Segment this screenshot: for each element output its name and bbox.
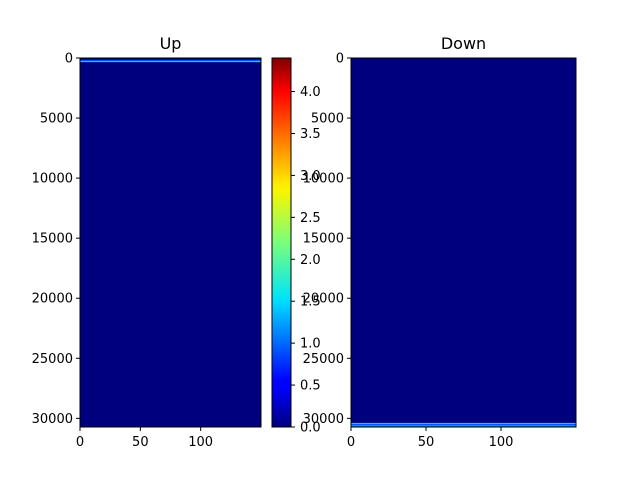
colorbar-tick-label: 0.0 bbox=[300, 421, 321, 436]
y-tick-label: 25000 bbox=[303, 352, 344, 367]
heatmap-row-0 bbox=[351, 422, 576, 424]
heatmap-up-frame bbox=[79, 57, 262, 428]
x-tick-label: 100 bbox=[188, 435, 213, 450]
colorbar-tick-label: 4.0 bbox=[300, 85, 321, 100]
colorbar: 0.0 0.5 1.0 1.5 2.0 2.5 3.0 3.5 4.0 bbox=[271, 57, 321, 436]
colorbar-tick-label: 2.5 bbox=[300, 211, 321, 226]
x-tick-label: 0 bbox=[76, 435, 84, 450]
heatmap-up-panel: Up 0 50 100 0 5000 10000 15000 20000 25000 30000 bbox=[32, 34, 262, 450]
heatmap-row-2 bbox=[351, 425, 576, 427]
colorbar-tick-label: 3.5 bbox=[300, 127, 321, 142]
heatmap-row-1 bbox=[80, 61, 261, 63]
y-tick-label: 10000 bbox=[32, 172, 73, 187]
heatmap-down-area bbox=[351, 58, 576, 427]
heatmap-up-area bbox=[80, 58, 261, 427]
y-tick-label: 5000 bbox=[311, 112, 344, 127]
x-tick-label: 100 bbox=[489, 435, 514, 450]
colorbar-tick-label: 1.5 bbox=[300, 295, 321, 310]
colorbar-tick-label: 2.0 bbox=[300, 253, 321, 268]
heatmap-down-frame bbox=[350, 57, 577, 428]
y-tick-label: 15000 bbox=[32, 232, 73, 247]
y-tick-label: 0 bbox=[65, 52, 73, 67]
x-tick-label: 50 bbox=[418, 435, 435, 450]
chart-title-down: Down bbox=[441, 34, 486, 53]
colorbar-tick-label: 3.0 bbox=[300, 169, 321, 184]
x-tick-label: 0 bbox=[347, 435, 355, 450]
colorbar-gradient bbox=[271, 57, 292, 428]
y-tick-label: 5000 bbox=[40, 112, 73, 127]
y-tick-label: 0 bbox=[336, 52, 344, 67]
colorbar-tick-label: 0.5 bbox=[300, 379, 321, 394]
heatmap-down-panel: Down 0 50 100 0 5000 10000 15000 20000 25000 300… bbox=[303, 34, 577, 450]
y-tick-label: 20000 bbox=[303, 292, 344, 307]
heatmap-row-1 bbox=[351, 423, 576, 426]
y-tick-label: 20000 bbox=[32, 292, 73, 307]
heatmap-row-0 bbox=[80, 59, 261, 62]
y-tick-label: 30000 bbox=[32, 412, 73, 427]
y-tick-label: 25000 bbox=[32, 352, 73, 367]
y-tick-label: 30000 bbox=[303, 412, 344, 427]
y-tick-label: 15000 bbox=[303, 232, 344, 247]
x-tick-label: 50 bbox=[132, 435, 149, 450]
colorbar-tick-label: 1.0 bbox=[300, 337, 321, 352]
chart-title-up: Up bbox=[160, 34, 182, 53]
y-tick-label: 10000 bbox=[303, 172, 344, 187]
